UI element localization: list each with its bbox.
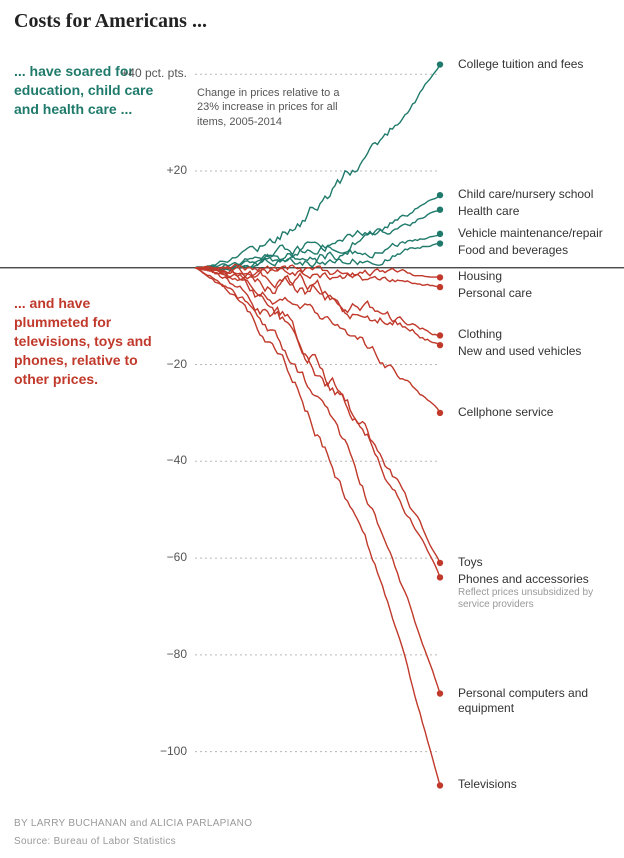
series-label-food-beverages: Food and beverages <box>458 243 618 258</box>
end-dot-clothing <box>437 332 443 338</box>
series-label-personal-care: Personal care <box>458 286 618 301</box>
series-label-text: Televisions <box>458 777 517 791</box>
series-health-care <box>195 210 440 271</box>
y-tick-label: −100 <box>117 744 187 758</box>
series-label-toys: Toys <box>458 555 618 570</box>
series-food-beverages <box>195 244 440 268</box>
end-dot-vehicle-maintenance <box>437 231 443 237</box>
y-tick-label: +20 <box>117 163 187 177</box>
end-dot-personal-computers <box>437 690 443 696</box>
series-label-clothing: Clothing <box>458 327 618 342</box>
end-dot-phones-accessories <box>437 574 443 580</box>
series-label-vehicle-maintenance: Vehicle maintenance/repair <box>458 226 618 241</box>
series-televisions <box>195 268 440 786</box>
series-label-health-care: Health care <box>458 204 618 219</box>
series-toys <box>195 268 440 563</box>
series-clothing <box>195 267 440 336</box>
series-sublabel: Reflect prices unsubsidized by service p… <box>458 587 618 612</box>
series-label-text: Toys <box>458 555 483 569</box>
series-label-text: Vehicle maintenance/repair <box>458 226 603 240</box>
y-tick-label: +40 pct. pts. <box>117 66 187 80</box>
series-label-text: Phones and accessories <box>458 572 589 586</box>
end-dot-televisions <box>437 782 443 788</box>
series-label-text: Health care <box>458 204 519 218</box>
end-dot-food-beverages <box>437 240 443 246</box>
series-label-personal-computers: Personal computers and equipment <box>458 686 618 716</box>
end-dot-college-tuition <box>437 61 443 67</box>
credit-source: Source: Bureau of Labor Statistics <box>14 836 176 847</box>
end-dot-personal-care <box>437 284 443 290</box>
series-label-televisions: Televisions <box>458 777 618 792</box>
end-dot-cellphone-service <box>437 410 443 416</box>
y-tick-label: −80 <box>117 647 187 661</box>
series-label-text: Food and beverages <box>458 243 568 257</box>
y-tick-label: −20 <box>117 357 187 371</box>
series-label-text: Cellphone service <box>458 405 553 419</box>
series-label-text: College tuition and fees <box>458 57 583 71</box>
series-label-child-care: Child care/nursery school <box>458 187 618 202</box>
end-dot-housing <box>437 274 443 280</box>
page: Costs for Americans ... ... have soared … <box>0 0 624 858</box>
chart-subtitle: Change in prices relative to a 23% incre… <box>197 86 357 129</box>
series-label-housing: Housing <box>458 269 618 284</box>
series-label-text: Personal computers and equipment <box>458 686 588 715</box>
series-label-new-used-vehicles: New and used vehicles <box>458 344 618 359</box>
series-label-phones-accessories: Phones and accessoriesReflect prices uns… <box>458 572 618 612</box>
end-dot-new-used-vehicles <box>437 342 443 348</box>
series-label-text: Child care/nursery school <box>458 187 593 201</box>
end-dot-child-care <box>437 192 443 198</box>
series-label-cellphone-service: Cellphone service <box>458 405 618 420</box>
series-label-text: New and used vehicles <box>458 344 581 358</box>
series-personal-computers <box>195 268 440 694</box>
end-dot-toys <box>437 560 443 566</box>
y-tick-label: −60 <box>117 550 187 564</box>
series-label-text: Clothing <box>458 327 502 341</box>
series-label-college-tuition: College tuition and fees <box>458 57 618 72</box>
end-dot-health-care <box>437 206 443 212</box>
y-tick-label: −40 <box>117 453 187 467</box>
credit-byline: BY LARRY BUCHANAN and ALICIA PARLAPIANO <box>14 818 252 829</box>
series-label-text: Housing <box>458 269 502 283</box>
series-label-text: Personal care <box>458 286 532 300</box>
